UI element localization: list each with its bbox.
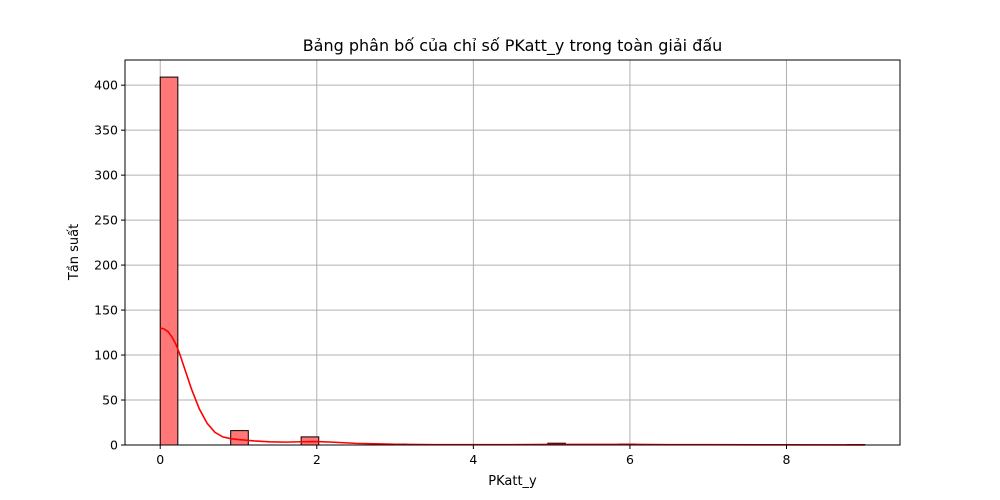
- y-tick-label: 0: [110, 438, 118, 453]
- x-axis-label: PKatt_y: [488, 474, 537, 489]
- x-tick-label: 6: [626, 452, 634, 467]
- x-tick-label: 4: [469, 452, 477, 467]
- chart-title: Bảng phân bố của chỉ số PKatt_y trong to…: [303, 36, 723, 56]
- y-tick-label: 350: [94, 123, 118, 138]
- x-tick-label: 8: [783, 452, 791, 467]
- histogram-bar: [230, 430, 249, 446]
- x-axis-ticks: 0 2 4 6 8: [156, 445, 791, 467]
- x-tick-label: 2: [313, 452, 321, 467]
- y-tick-label: 300: [94, 168, 118, 183]
- y-tick-label: 100: [94, 348, 118, 363]
- y-axis-label: Tần suất: [67, 224, 82, 281]
- y-tick-label: 150: [94, 303, 118, 318]
- histogram-bar: [159, 76, 179, 446]
- histogram-bars: [159, 76, 866, 446]
- y-tick-label: 250: [94, 213, 118, 228]
- kde-curve: [160, 327, 865, 446]
- x-tick-label: 0: [156, 452, 164, 467]
- y-axis-ticks: 0 50 100 150 200 250 300 350 400: [94, 78, 125, 453]
- y-tick-label: 400: [94, 78, 118, 93]
- plot-frame: [124, 59, 901, 446]
- y-tick-label: 50: [102, 393, 118, 408]
- y-tick-label: 200: [94, 258, 118, 273]
- grid: [125, 60, 900, 446]
